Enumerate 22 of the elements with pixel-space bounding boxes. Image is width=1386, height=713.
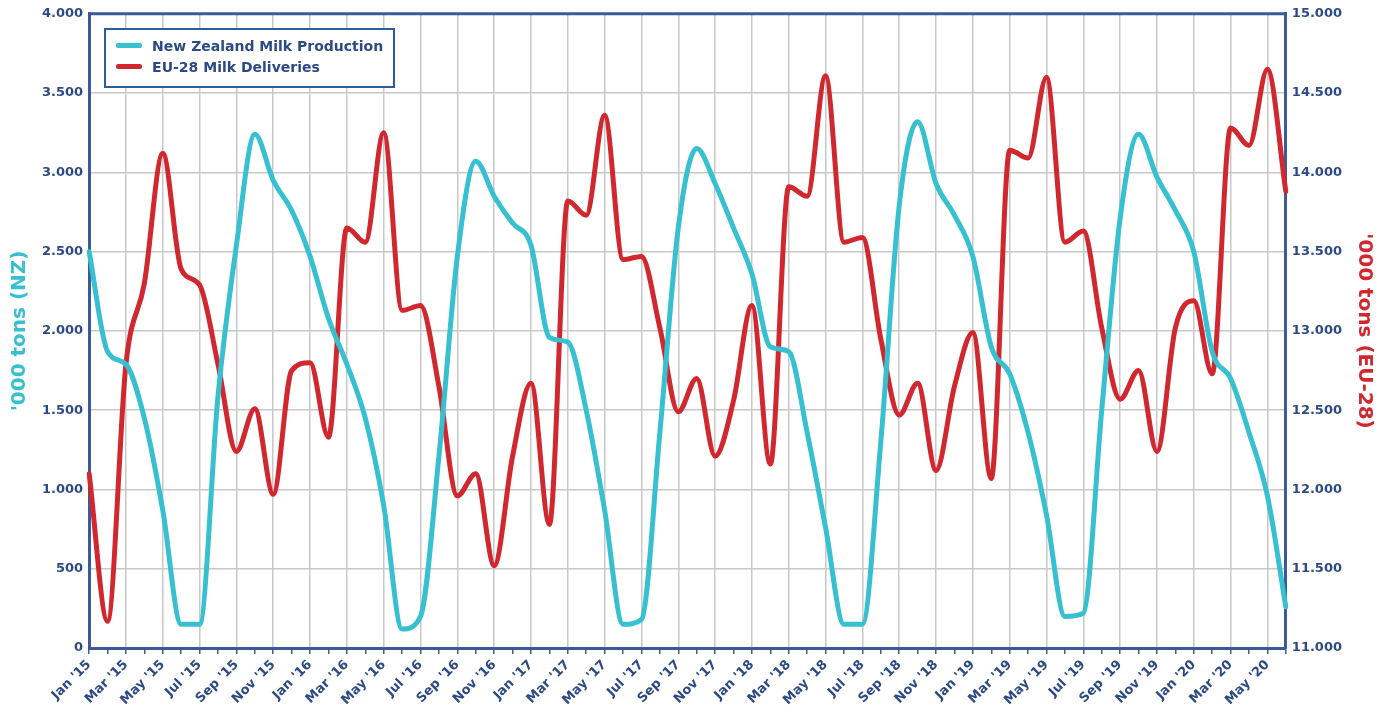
y2-tick-label: 15.000 bbox=[1291, 5, 1343, 21]
legend-label: New Zealand Milk Production bbox=[152, 37, 384, 54]
y-tick-label: 500 bbox=[55, 560, 84, 576]
y2-axis-title: '000 tons (EU-28) bbox=[1353, 233, 1378, 429]
y2-tick-label: 12.000 bbox=[1291, 480, 1343, 496]
y2-tick-label: 14.000 bbox=[1291, 163, 1343, 179]
y-tick-label: 3.500 bbox=[42, 84, 84, 100]
y-tick-label: 3.000 bbox=[42, 163, 84, 179]
y2-tick-label: 11.500 bbox=[1291, 560, 1343, 576]
y-tick-label: 4.000 bbox=[42, 5, 84, 21]
y2-tick-label: 14.500 bbox=[1291, 84, 1343, 100]
y2-tick-label: 12.500 bbox=[1291, 401, 1343, 417]
y-tick-label: 2.000 bbox=[42, 322, 84, 338]
y2-tick-label: 13.500 bbox=[1291, 243, 1343, 259]
y-tick-label: 1.000 bbox=[42, 480, 84, 496]
y-tick-label: 1.500 bbox=[42, 401, 84, 417]
y2-tick-label: 13.000 bbox=[1291, 322, 1343, 338]
y-tick-label: 0 bbox=[74, 639, 84, 655]
y2-tick-label: 11.000 bbox=[1291, 639, 1343, 655]
y-tick-label: 2.500 bbox=[42, 243, 84, 259]
legend-label: EU-28 Milk Deliveries bbox=[152, 58, 320, 75]
y-axis-title: '000 tons (NZ) bbox=[6, 250, 31, 412]
